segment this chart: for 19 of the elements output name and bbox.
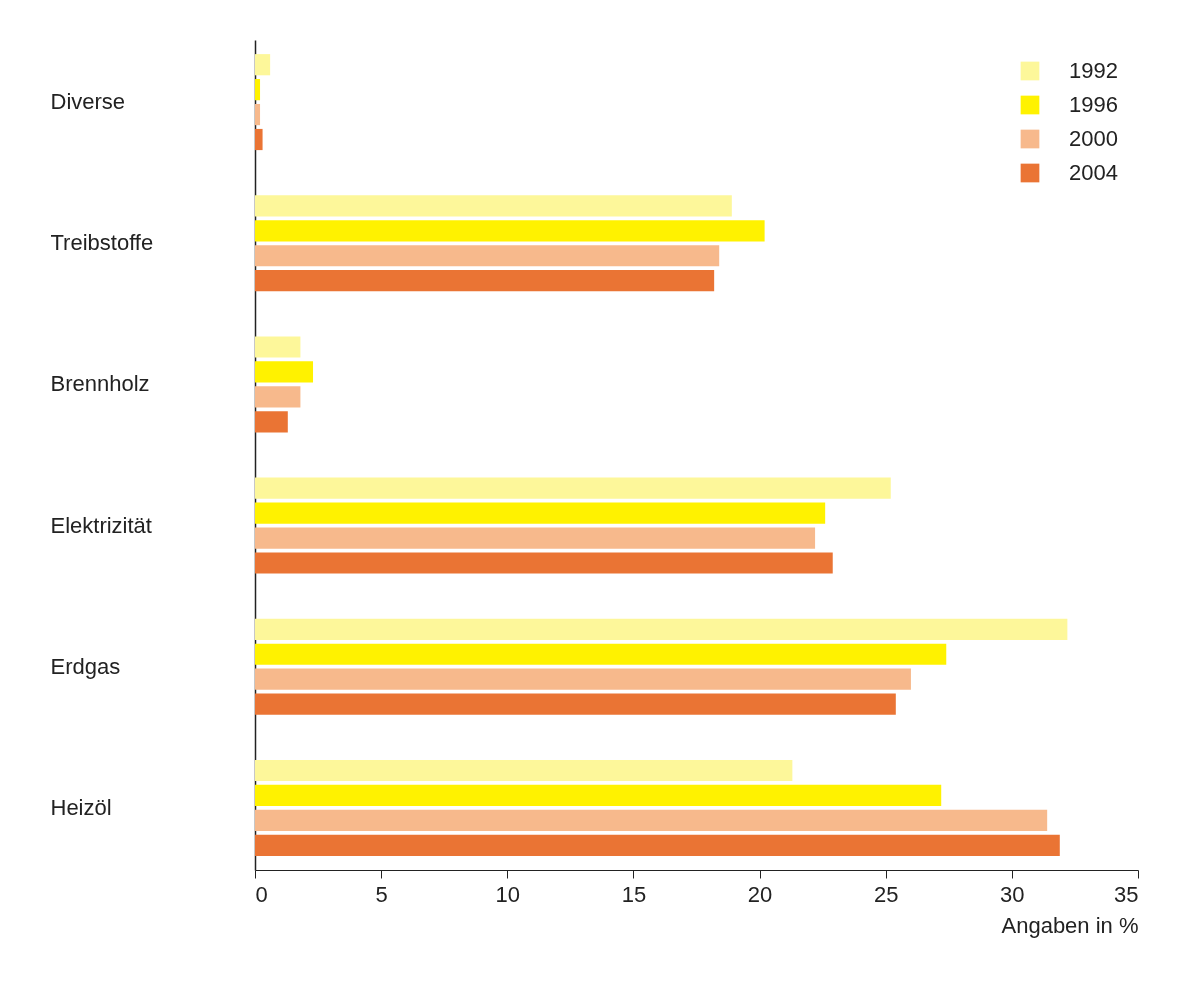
x-tick-label: 20 — [747, 881, 773, 907]
legend-label: 2004 — [1069, 160, 1118, 185]
legend-label: 1992 — [1069, 58, 1118, 83]
y-tick-label: Erdgas — [50, 653, 121, 679]
x-tick-label: 15 — [621, 881, 647, 907]
x-tick-label: 0 — [255, 881, 268, 907]
x-axis-title: Angaben in % — [1001, 912, 1139, 938]
x-tick-label: 35 — [1114, 881, 1139, 907]
y-tick-label: Treibstoffe — [50, 230, 154, 256]
x-tick-label: 30 — [1000, 881, 1025, 907]
legend-label: 1996 — [1069, 92, 1118, 117]
y-tick-label: Heizöl — [50, 794, 112, 820]
y-tick-label: Brennholz — [50, 371, 150, 397]
legend-label: 2000 — [1069, 126, 1118, 151]
x-tick-label: 10 — [495, 881, 521, 907]
y-tick-label: Diverse — [50, 89, 126, 115]
x-tick-label: 25 — [873, 881, 899, 907]
y-tick-label: Elektrizität — [50, 512, 152, 538]
x-tick-label: 5 — [375, 881, 388, 907]
